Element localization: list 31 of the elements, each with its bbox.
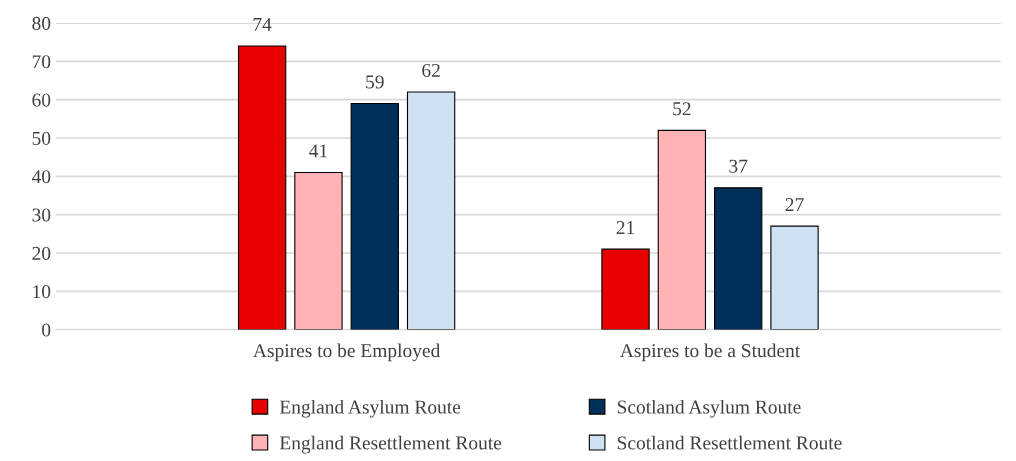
y-tick-label: 40 bbox=[31, 170, 51, 184]
x-tick-label: Aspires to be a Student bbox=[620, 343, 801, 362]
legend-label: Scotland Asylum Route bbox=[617, 399, 801, 418]
bar bbox=[657, 129, 707, 330]
legend-label: Scotland Resettlement Route bbox=[617, 435, 842, 450]
data-label: 21 bbox=[616, 221, 635, 234]
legend-label: England Resettlement Route bbox=[279, 435, 502, 454]
y-tick-label: 50 bbox=[32, 131, 51, 145]
y-tick-label: 0 bbox=[42, 323, 51, 337]
x-tick-label: Aspires to be Employed bbox=[253, 343, 441, 362]
y-tick-label: 80 bbox=[32, 16, 51, 30]
bar bbox=[350, 102, 399, 330]
bar bbox=[406, 91, 456, 330]
legend-label: England Asylum Route bbox=[279, 399, 461, 418]
data-label: 37 bbox=[729, 159, 748, 173]
y-tick-label: 10 bbox=[33, 285, 51, 299]
bar bbox=[714, 187, 763, 330]
y-tick-label: 70 bbox=[32, 55, 51, 69]
bar bbox=[601, 248, 650, 330]
bar bbox=[294, 171, 343, 330]
y-tick-label: 20 bbox=[32, 246, 51, 260]
data-label: 41 bbox=[309, 144, 327, 158]
y-tick-label: 30 bbox=[32, 208, 51, 222]
data-label: 62 bbox=[422, 63, 440, 77]
bar bbox=[237, 45, 287, 330]
data-label: 59 bbox=[366, 75, 384, 89]
data-label: 52 bbox=[673, 102, 691, 116]
data-label: 74 bbox=[253, 17, 272, 31]
bar bbox=[770, 225, 819, 330]
y-tick-label: 60 bbox=[32, 93, 51, 107]
data-label: 27 bbox=[785, 198, 804, 211]
